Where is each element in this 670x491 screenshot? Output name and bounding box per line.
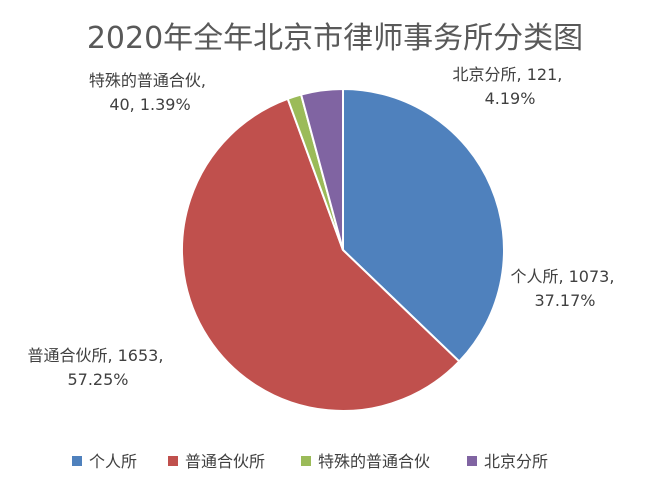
data-label-special-partnership-line1: 特殊的普通合伙,: [89, 71, 206, 90]
data-label-beijing-branch-line2: 4.19%: [485, 89, 536, 108]
legend-swatch-beijing-branch: [467, 456, 477, 466]
data-label-general-partnership-line1: 普通合伙所, 1653,: [27, 346, 163, 365]
legend-swatch-special-partnership: [301, 456, 311, 466]
data-label-individual-line1: 个人所, 1073,: [510, 267, 614, 286]
pie-slice-general-partnership: [181, 97, 461, 412]
legend-label-general-partnership: 普通合伙所: [185, 452, 265, 471]
data-label-general-partnership: 普通合伙所, 1653, 57.25%: [27, 346, 168, 389]
chart-title: 2020年全年北京市律师事务所分类图: [87, 21, 583, 56]
legend-swatch-individual: [72, 456, 82, 466]
legend-label-special-partnership: 特殊的普通合伙: [318, 452, 430, 471]
pie-slices: [181, 87, 505, 412]
data-label-special-partnership: 特殊的普通合伙, 40, 1.39%: [89, 71, 211, 114]
data-label-individual-line2: 37.17%: [534, 291, 595, 310]
data-label-individual: 个人所, 1073, 37.17%: [510, 267, 619, 310]
pie-slice-beijing-branch: [299, 87, 344, 251]
data-label-special-partnership-line2: 40, 1.39%: [109, 95, 190, 114]
legend-label-beijing-branch: 北京分所: [484, 452, 548, 471]
legend-swatch-general-partnership: [168, 456, 178, 466]
data-label-beijing-branch: 北京分所, 121, 4.19%: [453, 65, 568, 108]
legend: 个人所 普通合伙所 特殊的普通合伙 北京分所: [72, 452, 548, 471]
data-label-beijing-branch-line1: 北京分所, 121,: [453, 65, 563, 84]
data-label-general-partnership-line2: 57.25%: [67, 370, 128, 389]
legend-label-individual: 个人所: [89, 452, 137, 471]
data-labels: 个人所, 1073, 37.17% 普通合伙所, 1653, 57.25% 特殊…: [27, 65, 619, 389]
pie-slice-individual: [342, 87, 505, 363]
